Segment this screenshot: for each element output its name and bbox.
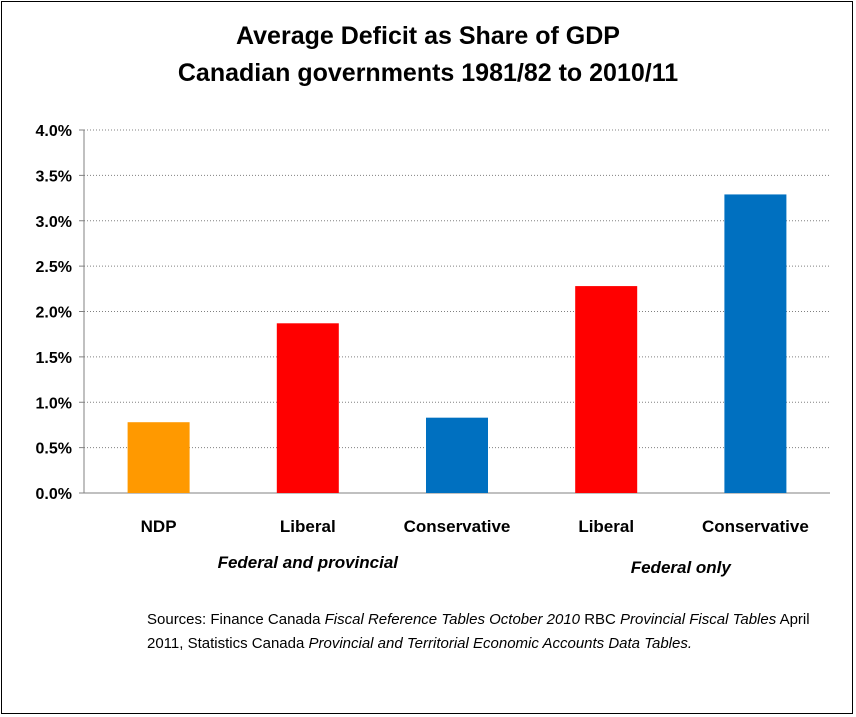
sources-text-2: Fiscal Reference Tables October 2010 — [324, 611, 581, 628]
group-label: Federal and provincial — [218, 553, 400, 572]
bar — [276, 323, 339, 493]
sources-text-4: Provincial Fiscal Tables — [620, 611, 777, 628]
sources-note: Sources: Finance Canada Fiscal Reference… — [147, 608, 827, 656]
bar — [724, 194, 787, 493]
y-tick-label: 3.5% — [36, 168, 72, 185]
y-tick-label: 1.0% — [36, 395, 72, 412]
sources-text-6: Provincial and Territorial Economic Acco… — [308, 635, 693, 652]
y-tick-label: 3.0% — [36, 214, 72, 231]
group-label: Federal only — [631, 558, 733, 577]
x-category-label: NDP — [141, 517, 177, 536]
x-category-label: Conservative — [404, 517, 511, 536]
sources-text-3: RBC — [580, 611, 621, 628]
x-category-label: Liberal — [280, 517, 336, 536]
bar — [426, 417, 488, 493]
y-tick-label: 0.0% — [36, 486, 72, 503]
x-category-label: Conservative — [702, 517, 809, 536]
chart-title: Average Deficit as Share of GDP — [236, 22, 620, 50]
sources-text-1: Sources: Finance Canada — [147, 611, 325, 628]
x-category-label: Liberal — [578, 517, 634, 536]
y-tick-label: 2.0% — [36, 305, 72, 322]
y-tick-label: 1.5% — [36, 350, 72, 367]
bar — [575, 286, 638, 493]
y-tick-label: 4.0% — [36, 123, 72, 140]
y-tick-label: 2.5% — [36, 259, 72, 276]
sources-text-5: April 2011, Statistics Canada — [147, 611, 810, 652]
bar — [127, 422, 190, 493]
y-tick-label: 0.5% — [36, 441, 72, 458]
chart-subtitle: Canadian governments 1981/82 to 2010/11 — [177, 59, 679, 87]
